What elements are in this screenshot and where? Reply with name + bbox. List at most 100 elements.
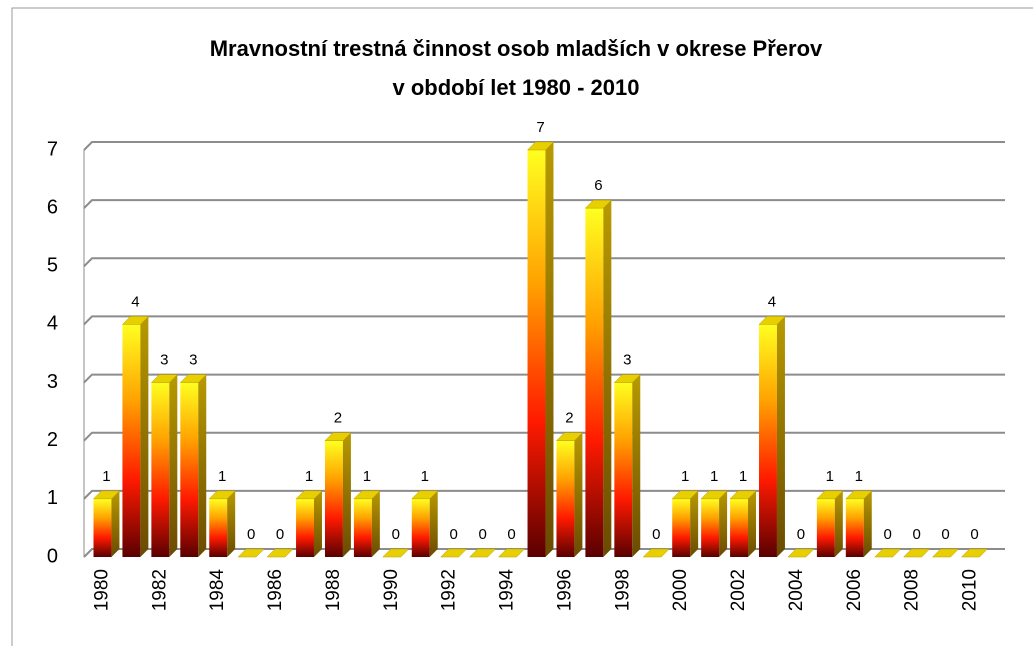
- bar-top: [642, 548, 670, 558]
- data-label: 4: [768, 293, 776, 310]
- bar-side: [690, 490, 699, 557]
- data-label: 6: [594, 177, 602, 194]
- bar-top: [816, 490, 844, 500]
- data-label: 7: [536, 119, 544, 136]
- y-tick-label: 3: [47, 371, 58, 393]
- bar: [816, 490, 844, 557]
- bar: [497, 548, 526, 558]
- bar-front: [845, 498, 864, 557]
- bar: [874, 548, 902, 558]
- bar-front: [151, 382, 170, 557]
- bar-top: [150, 374, 178, 383]
- data-label: 3: [189, 352, 197, 369]
- data-label: 4: [131, 293, 139, 310]
- data-label: 0: [941, 526, 949, 543]
- bar-top: [92, 490, 121, 500]
- x-tick-label: 1988: [323, 569, 344, 611]
- data-label: 2: [334, 410, 342, 427]
- y-tick-label: 4: [47, 313, 58, 335]
- data-label: 1: [710, 468, 718, 485]
- data-label: 1: [826, 468, 834, 485]
- y-tick-label: 0: [47, 545, 58, 567]
- bar-top: [787, 548, 815, 558]
- data-label: 1: [102, 468, 110, 485]
- bar-side: [111, 490, 120, 557]
- x-tick-label: 2004: [786, 569, 807, 612]
- bar-top: [266, 548, 294, 558]
- bar: [787, 548, 815, 558]
- bar-top: [932, 548, 960, 558]
- y-tick-label: 1: [47, 487, 58, 509]
- x-tick-label: 1982: [149, 569, 170, 611]
- bar: [411, 490, 439, 557]
- bar: [584, 199, 612, 557]
- bar-top: [411, 490, 439, 500]
- bar-side: [719, 490, 728, 557]
- bar: [266, 548, 294, 558]
- data-label: 0: [392, 526, 400, 543]
- bar-top: [584, 199, 612, 209]
- data-label: 0: [912, 526, 920, 543]
- bar: [121, 316, 149, 557]
- grid-line: [83, 315, 1005, 326]
- bar-top: [353, 490, 381, 500]
- x-tick-label: 2008: [902, 569, 923, 611]
- bar-front: [209, 498, 228, 557]
- bar: [526, 141, 555, 557]
- bar-front: [614, 382, 633, 557]
- data-label: 0: [276, 526, 284, 543]
- bar-top: [237, 548, 265, 558]
- data-label: 3: [623, 352, 631, 369]
- bar-top: [700, 490, 728, 500]
- bar-side: [545, 142, 554, 557]
- bar: [671, 490, 699, 557]
- bar-top: [845, 490, 873, 500]
- bar-top: [382, 548, 410, 558]
- bar-side: [227, 490, 236, 557]
- data-label: 0: [247, 526, 255, 543]
- data-label: 0: [478, 526, 486, 543]
- bar-top: [208, 490, 236, 500]
- bar-side: [632, 374, 641, 557]
- bar: [555, 432, 584, 557]
- x-tick-label: 1998: [612, 569, 633, 611]
- bar-side: [313, 490, 322, 557]
- data-label: 1: [305, 468, 313, 485]
- chart-title: Mravnostní trestná činnost osob mladších…: [210, 36, 823, 61]
- x-tick-label: 2002: [728, 569, 749, 611]
- x-tick-label: 1992: [439, 569, 460, 611]
- y-tick-label: 5: [47, 255, 58, 277]
- x-tick-label: 2010: [960, 569, 981, 611]
- x-tick-label: 2006: [844, 569, 865, 611]
- bar-top: [121, 316, 149, 325]
- bar-top: [497, 548, 526, 558]
- data-label: 2: [565, 410, 573, 427]
- bar: [150, 374, 178, 557]
- data-label: 1: [421, 468, 429, 485]
- bar-front: [122, 324, 141, 557]
- bar-top: [440, 548, 468, 558]
- bar: [642, 548, 670, 558]
- bar: [92, 490, 121, 557]
- data-label: 1: [218, 468, 226, 485]
- bar-front: [730, 498, 749, 557]
- bar-side: [603, 200, 612, 557]
- bar-top: [960, 548, 989, 558]
- data-label: 0: [797, 526, 805, 543]
- bar-side: [834, 490, 843, 557]
- chart-frame: [11, 7, 1033, 646]
- data-label: 3: [160, 352, 168, 369]
- bar-front: [556, 440, 575, 557]
- x-tick-label: 2000: [670, 569, 691, 611]
- bar: [729, 490, 757, 557]
- y-tick-label: 7: [47, 138, 58, 160]
- bar: [324, 432, 352, 557]
- bar-top: [526, 141, 555, 151]
- data-label: 0: [507, 526, 515, 543]
- bar-top: [874, 548, 902, 558]
- grid-line: [83, 489, 1005, 500]
- grid-line: [83, 199, 1005, 209]
- grid-line: [83, 373, 1005, 384]
- bar-front: [353, 498, 372, 557]
- x-tick-label: 1980: [91, 569, 112, 611]
